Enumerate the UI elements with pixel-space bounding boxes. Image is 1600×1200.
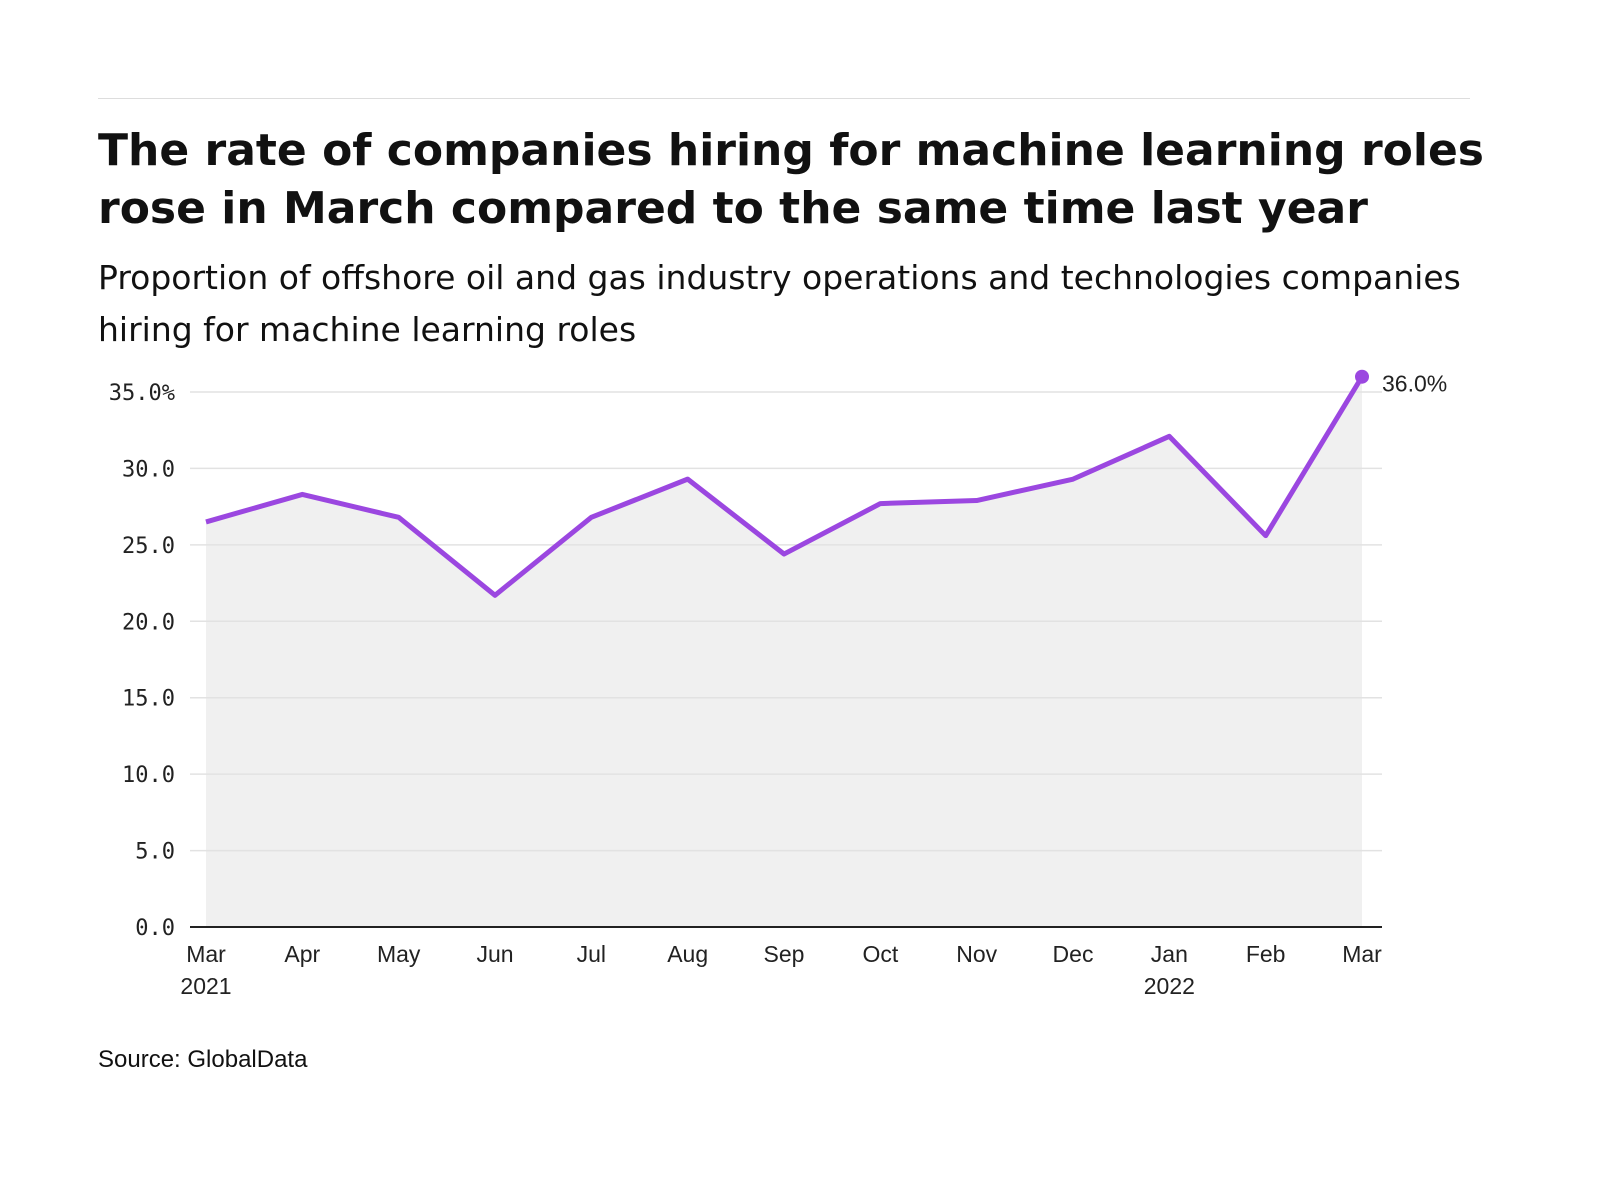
y-tick-label: 35.0% <box>109 381 175 406</box>
x-tick-label: Jun <box>476 941 513 967</box>
source-note: Source: GlobalData <box>98 1046 308 1073</box>
x-year-label: 2021 <box>180 973 231 999</box>
x-tick-label: Feb <box>1246 941 1286 967</box>
x-year-label: 2022 <box>1144 973 1195 999</box>
y-tick-label: 5.0 <box>135 840 175 865</box>
x-tick-label: Mar <box>1342 941 1382 967</box>
y-tick-label: 0.0 <box>135 916 175 941</box>
x-tick-label: Mar <box>186 941 226 967</box>
x-tick-label: Aug <box>667 941 708 967</box>
y-tick-label: 25.0 <box>122 534 175 559</box>
y-tick-label: 15.0 <box>122 687 175 712</box>
y-tick-label: 30.0 <box>122 457 175 482</box>
x-tick-label: Apr <box>284 941 320 967</box>
x-tick-label: Nov <box>956 941 997 967</box>
chart-subtitle: Proportion of offshore oil and gas indus… <box>98 258 1461 349</box>
data-point <box>1355 369 1369 384</box>
x-tick-label: May <box>377 941 421 967</box>
x-tick-label: Oct <box>862 941 898 967</box>
x-tick-label: Dec <box>1053 941 1094 967</box>
area-fill <box>206 376 1362 927</box>
y-tick-label: 10.0 <box>122 763 175 788</box>
x-tick-label: Sep <box>764 941 805 967</box>
x-tick-label: Jul <box>577 941 606 967</box>
top-rule <box>98 98 1470 99</box>
series-line <box>205 375 1365 598</box>
end-value-label: 36.0% <box>1382 371 1447 397</box>
chart-title: The rate of companies hiring for machine… <box>98 125 1484 234</box>
x-tick-label: Jan <box>1151 941 1188 967</box>
y-tick-label: 20.0 <box>122 610 175 635</box>
